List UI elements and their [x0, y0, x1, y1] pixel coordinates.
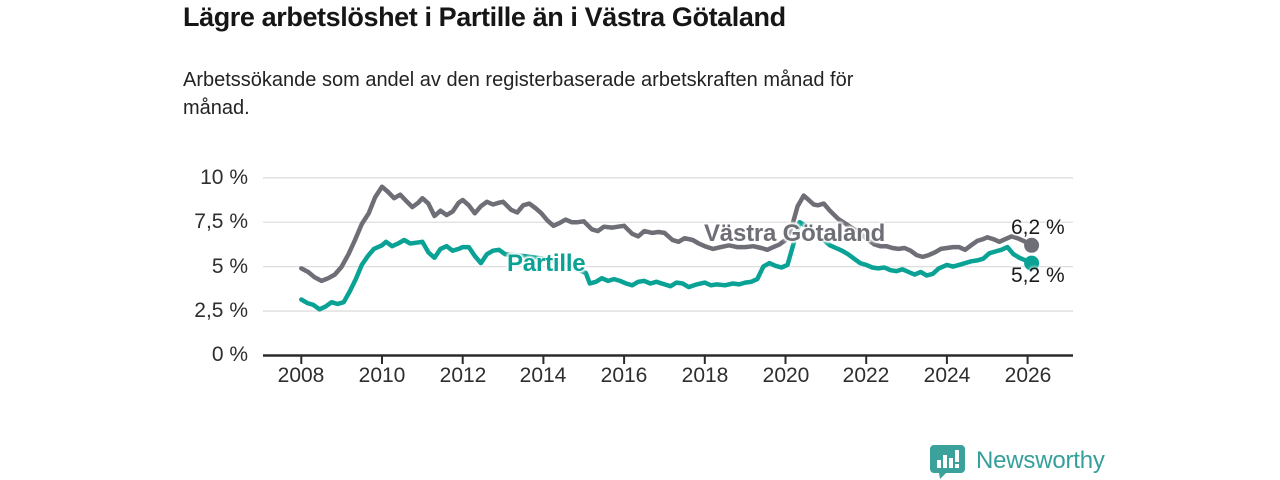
brand-name: Newsworthy: [976, 447, 1105, 474]
x-tick-label: 2014: [519, 364, 567, 387]
series-line-vastra-gotaland: [299, 184, 1034, 284]
x-tick-label: 2024: [923, 364, 971, 387]
logo-bar-chart-glyph: [937, 450, 959, 468]
x-tick-label: 2018: [681, 364, 729, 387]
series-label-vastra-gotaland: Västra Götaland: [704, 220, 886, 247]
x-tick-label: 2008: [277, 364, 325, 387]
y-tick-label: 7,5 %: [194, 210, 248, 233]
x-tick-label: 2026: [1004, 364, 1052, 387]
series-end-dot-vastra-gotaland: [1024, 237, 1040, 253]
x-tick-label: 2012: [439, 364, 487, 387]
end-value-label-vastra-gotaland: 6,2 %: [1011, 216, 1065, 239]
x-tick-label: 2022: [842, 364, 890, 387]
y-tick-label: 10 %: [200, 166, 248, 189]
y-tick-label: 0 %: [211, 343, 248, 366]
y-tick-label: 5 %: [211, 255, 248, 278]
series-label-partille: Partille: [507, 250, 586, 277]
series-end-dot-partille: [1024, 255, 1040, 271]
series-line-partille: [299, 219, 1034, 312]
end-value-label-partille: 5,2 %: [1011, 264, 1065, 287]
chart-subtitle: Arbetssökande som andel av den registerb…: [183, 69, 854, 119]
logo-bubble-shape: [930, 445, 965, 479]
x-tick-label: 2020: [762, 364, 810, 387]
chart-title: Lägre arbetslöshet i Partille än i Västr…: [183, 2, 786, 32]
newsworthy-logo: Newsworthy: [929, 443, 1105, 479]
y-tick-label: 2,5 %: [194, 299, 248, 322]
x-tick-label: 2010: [358, 364, 406, 387]
x-tick-label: 2016: [600, 364, 648, 387]
newsworthy-logo-icon: [930, 445, 965, 479]
